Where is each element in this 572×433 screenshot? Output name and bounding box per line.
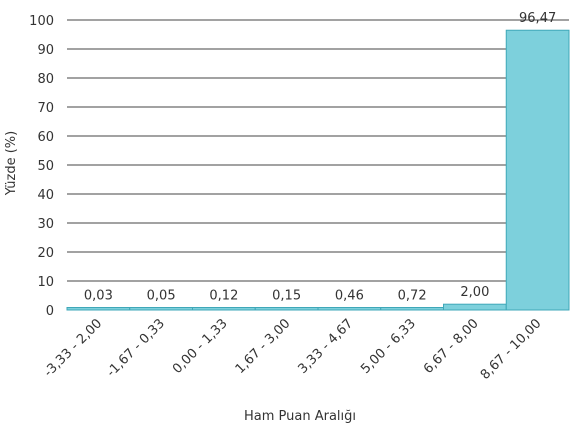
y-axis-ticks: 0 10 20 30 40 50 60 70 80 90 100 [29, 14, 54, 319]
x-tick-label: -3,33 - 2,00 [41, 316, 105, 380]
bar [254, 307, 319, 311]
data-label: 0,03 [84, 289, 113, 304]
x-axis-ticks: -3,33 - 2,00-1,67 - 0,33 0,00 - 1,33 1,67 … [41, 316, 544, 383]
x-tick-label: 8,67 - 10,00 [478, 316, 545, 383]
x-tick-label: 0,00 - 1,33 [170, 316, 231, 377]
y-tick-label: 100 [29, 14, 54, 29]
y-tick-label: 70 [37, 101, 54, 116]
x-tick-label: 1,67 - 3,00 [233, 316, 294, 377]
x-tick-label: 5,00 - 6,33 [358, 316, 419, 377]
y-tick-label: 0 [46, 304, 54, 319]
data-label: 96,47 [519, 11, 556, 26]
bar-layer [66, 29, 570, 311]
data-label: 2,00 [460, 285, 489, 300]
grid-layer [67, 19, 569, 311]
data-label: 0,12 [209, 289, 238, 304]
bar [317, 307, 382, 311]
y-tick-label: 30 [37, 217, 54, 232]
y-tick-label: 10 [37, 275, 54, 290]
data-label: 0,15 [272, 289, 301, 304]
y-axis-title: Yüzde (%) [4, 131, 19, 196]
y-tick-label: 20 [37, 246, 54, 261]
data-label: 0,72 [398, 289, 427, 304]
x-tick-label: 3,33 - 4,67 [295, 316, 356, 377]
bar [66, 307, 131, 311]
x-tick-label: 6,67 - 8,00 [421, 316, 482, 377]
data-label: 0,05 [147, 289, 176, 304]
x-tick-label: -1,67 - 0,33 [104, 316, 168, 380]
x-axis-title: Ham Puan Aralığı [244, 409, 356, 424]
bar [129, 307, 193, 311]
data-label: 0,46 [335, 289, 364, 304]
bar [443, 303, 507, 311]
y-tick-label: 80 [37, 72, 54, 87]
bar [380, 307, 444, 311]
y-tick-label: 90 [37, 43, 54, 58]
y-tick-label: 50 [37, 159, 54, 174]
data-label-layer: 0,03 0,05 0,12 0,15 0,46 0,72 2,00 96,47 [84, 11, 556, 303]
bar [192, 307, 256, 311]
y-tick-label: 40 [37, 188, 54, 203]
bar [505, 29, 570, 311]
y-tick-label: 60 [37, 130, 54, 145]
